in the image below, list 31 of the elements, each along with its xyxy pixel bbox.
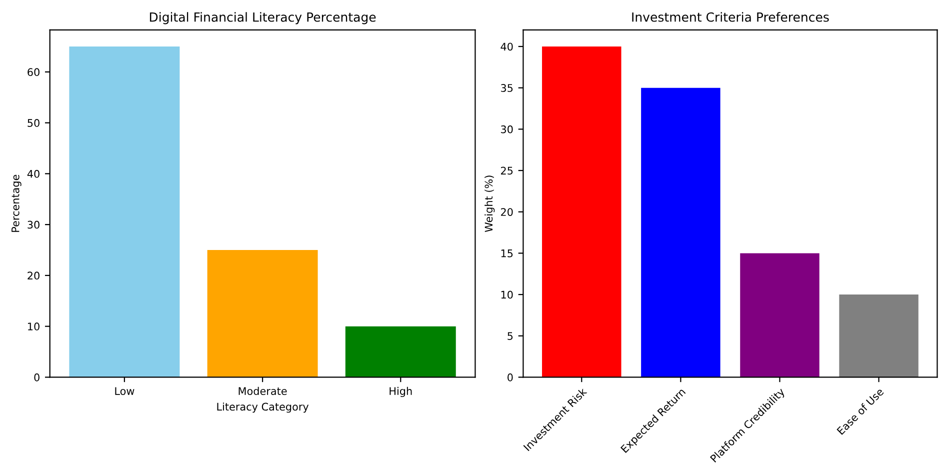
- y-tick-label: 20: [500, 208, 513, 216]
- y-tick-label: 30: [28, 220, 40, 229]
- y-tick-label: 35: [501, 84, 513, 92]
- bar: [542, 46, 622, 378]
- y-tick-label: 0: [508, 373, 513, 382]
- y-tick-label: 0: [34, 373, 40, 382]
- y-tick-label: 40: [500, 42, 513, 51]
- y-axis-title: Percentage: [12, 174, 22, 232]
- bar: [839, 294, 918, 378]
- bar: [69, 46, 180, 378]
- x-tick-label: Low: [115, 387, 134, 395]
- bar: [740, 253, 820, 378]
- y-tick-label: 60: [28, 68, 40, 76]
- y-tick-label: 5: [508, 332, 513, 340]
- y-tick-label: 30: [501, 125, 513, 134]
- y-tick-label: 25: [500, 166, 513, 175]
- y-tick-label: 10: [28, 322, 40, 330]
- bar: [345, 326, 456, 378]
- bar: [207, 250, 318, 378]
- x-tick-label: High: [390, 386, 412, 398]
- y-tick-label: 20: [28, 272, 40, 280]
- x-tick-label: Moderate: [238, 386, 287, 395]
- y-tick-label: 50: [28, 119, 40, 127]
- y-tick-label: 10: [501, 290, 513, 299]
- y-axis-title: Weight (%): [484, 176, 495, 232]
- bar: [641, 88, 720, 378]
- x-axis-title: Literacy Category: [217, 402, 309, 413]
- chart-title: Digital Financial Literacy Percentage: [150, 12, 376, 24]
- y-tick-label: 40: [27, 170, 40, 178]
- chart-title: Investment Criteria Preferences: [632, 12, 829, 22]
- y-tick-label: 15: [501, 250, 513, 258]
